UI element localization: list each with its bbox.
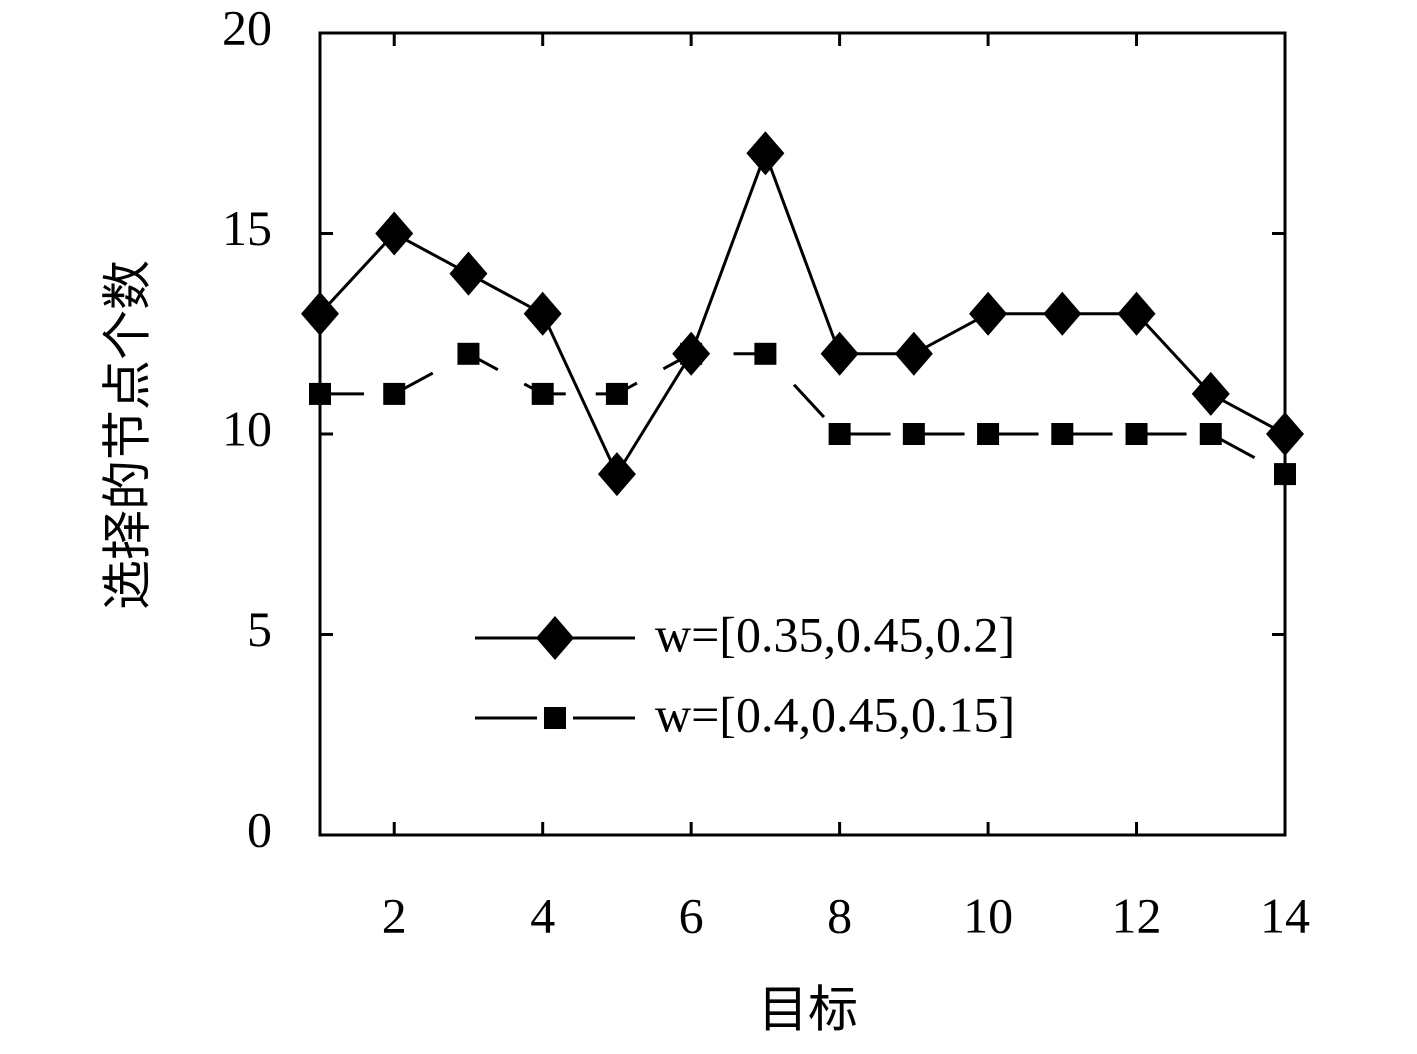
marker-square bbox=[1051, 423, 1074, 445]
marker-diamond bbox=[820, 331, 859, 376]
marker-square bbox=[1125, 423, 1148, 445]
marker-square bbox=[605, 382, 628, 405]
marker-square bbox=[309, 382, 331, 405]
series-line bbox=[320, 352, 1286, 476]
marker-square bbox=[1274, 463, 1296, 486]
marker-square bbox=[383, 382, 406, 405]
marker-square bbox=[680, 342, 703, 365]
marker-diamond bbox=[536, 616, 574, 660]
x-tick-label: 6 bbox=[679, 887, 704, 943]
y-axis-label: 选择的节点个数 bbox=[99, 260, 155, 610]
marker-diamond bbox=[301, 291, 339, 336]
x-axis-label: 目标 bbox=[758, 981, 858, 1037]
y-tick-label: 15 bbox=[222, 200, 272, 256]
x-tick-label: 10 bbox=[963, 887, 1013, 943]
legend-label: w=[0.35,0.45,0.2] bbox=[655, 606, 1015, 662]
marker-square bbox=[544, 707, 566, 729]
marker-diamond bbox=[746, 131, 785, 176]
marker-square bbox=[977, 423, 1000, 445]
marker-square bbox=[531, 382, 554, 405]
marker-square bbox=[457, 342, 480, 365]
marker-diamond bbox=[1191, 371, 1230, 416]
y-tick-label: 20 bbox=[222, 0, 272, 55]
x-tick-label: 12 bbox=[1112, 887, 1162, 943]
x-tick-label: 4 bbox=[530, 887, 555, 943]
x-tick-label: 8 bbox=[827, 887, 852, 943]
y-tick-label: 10 bbox=[222, 400, 272, 456]
x-tick-label: 2 bbox=[382, 887, 407, 943]
marker-diamond bbox=[1043, 291, 1082, 336]
marker-square bbox=[828, 423, 851, 445]
marker-square bbox=[754, 342, 777, 365]
legend-label: w=[0.4,0.45,0.15] bbox=[655, 686, 1015, 742]
marker-diamond bbox=[449, 251, 488, 296]
y-tick-label: 5 bbox=[247, 601, 272, 657]
marker-diamond bbox=[1266, 412, 1304, 456]
marker-square bbox=[1199, 423, 1222, 445]
marker-diamond bbox=[1117, 291, 1156, 336]
marker-diamond bbox=[375, 211, 414, 256]
marker-diamond bbox=[969, 291, 1008, 336]
marker-diamond bbox=[523, 291, 562, 336]
x-tick-label: 14 bbox=[1260, 887, 1310, 943]
marker-diamond bbox=[894, 331, 933, 376]
y-tick-label: 0 bbox=[247, 801, 272, 857]
marker-diamond bbox=[597, 452, 636, 497]
marker-square bbox=[902, 423, 925, 445]
